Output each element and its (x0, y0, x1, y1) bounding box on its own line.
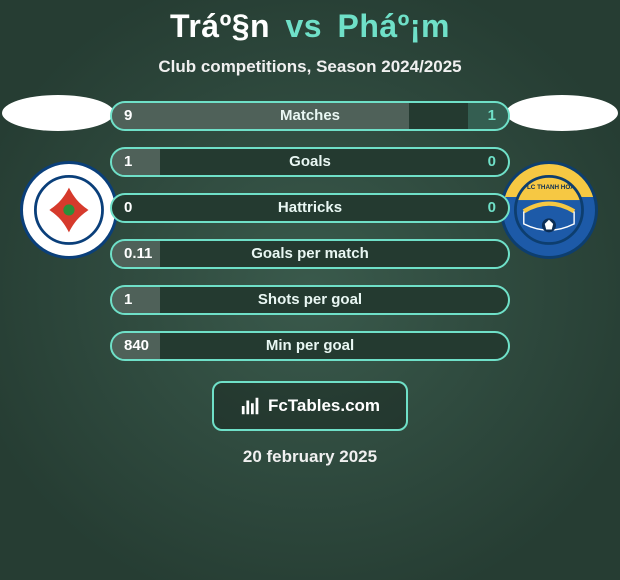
stat-bar: 10Goals (110, 147, 510, 177)
brand-text: FcTables.com (268, 396, 380, 416)
stat-label: Goals (112, 149, 508, 175)
stat-label: Goals per match (112, 241, 508, 267)
club-logo-left-icon (34, 175, 104, 245)
comparison-title: Tráº§n vs Pháº¡m (0, 8, 620, 45)
chart-bars-icon (240, 395, 262, 417)
club-badge-left (20, 161, 118, 259)
stat-bar: 840Min per goal (110, 331, 510, 361)
stat-bar: 00Hattricks (110, 193, 510, 223)
vs-separator: vs (285, 8, 322, 44)
stat-label: Matches (112, 103, 508, 129)
shadow-ellipse-right (506, 95, 618, 131)
stat-label: Shots per goal (112, 287, 508, 313)
player2-name: Pháº¡m (337, 8, 449, 44)
stat-label: Min per goal (112, 333, 508, 359)
stat-bars-container: 91Matches 10Goals 00Hattricks 0.11Goals per… (110, 101, 510, 361)
date-text: 20 february 2025 (0, 447, 620, 467)
club-logo-right-icon: FLC THANH HÓA (514, 175, 584, 245)
stat-bar: 91Matches (110, 101, 510, 131)
brand-box: FcTables.com (212, 381, 408, 431)
subtitle: Club competitions, Season 2024/2025 (0, 57, 620, 77)
club-badge-right: FLC THANH HÓA (500, 161, 598, 259)
stat-label: Hattricks (112, 195, 508, 221)
shadow-ellipse-left (2, 95, 114, 131)
stat-bar: 1Shots per goal (110, 285, 510, 315)
stat-bar: 0.11Goals per match (110, 239, 510, 269)
player1-name: Tráº§n (170, 8, 270, 44)
